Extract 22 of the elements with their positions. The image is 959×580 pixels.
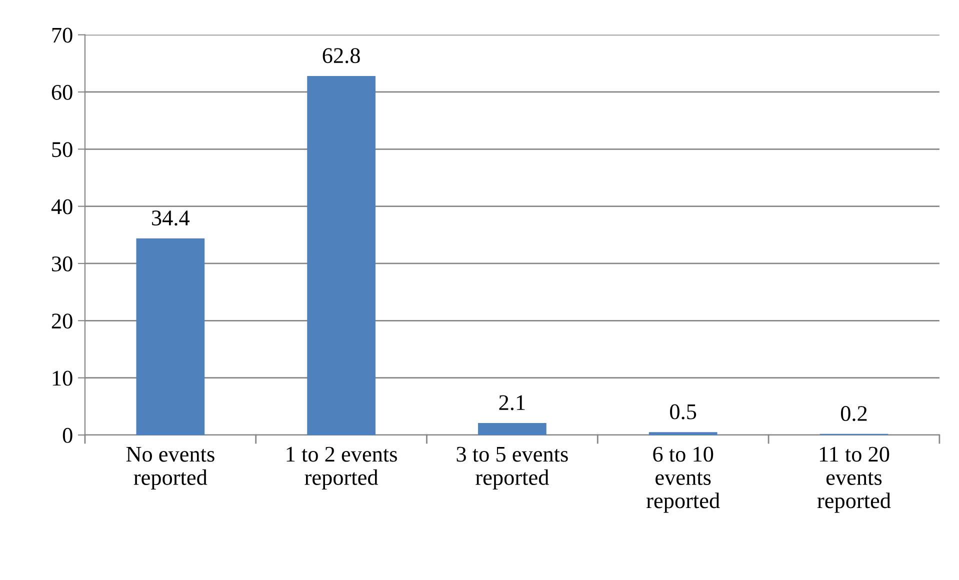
y-tick-label: 30 <box>52 256 72 272</box>
bar <box>307 76 376 435</box>
bar <box>136 238 205 435</box>
x-tick-label: 1 to 2 events reported <box>286 446 397 490</box>
y-tick-label: 20 <box>52 314 72 329</box>
x-tick-label: No events reported <box>126 446 214 490</box>
y-tick-label: 50 <box>52 142 72 158</box>
bar <box>648 432 718 435</box>
x-tick-label: 11 to 20 events reported <box>817 446 891 513</box>
y-tick-label: 60 <box>52 84 72 100</box>
data-label: 0.2 <box>840 406 867 422</box>
data-label: 0.5 <box>670 404 696 420</box>
y-tick-label: 40 <box>51 199 72 214</box>
y-tick-label: 0 <box>62 428 72 443</box>
bar <box>478 422 546 435</box>
y-tick-label: 10 <box>52 370 72 386</box>
data-label: 62.8 <box>322 48 360 64</box>
data-label: 2.1 <box>499 395 525 410</box>
y-tick-label: 70 <box>52 28 72 43</box>
x-tick-label: 6 to 10 events reported <box>646 446 720 513</box>
data-label: 34.4 <box>152 210 190 226</box>
x-tick-label: 3 to 5 events reported <box>456 446 568 490</box>
